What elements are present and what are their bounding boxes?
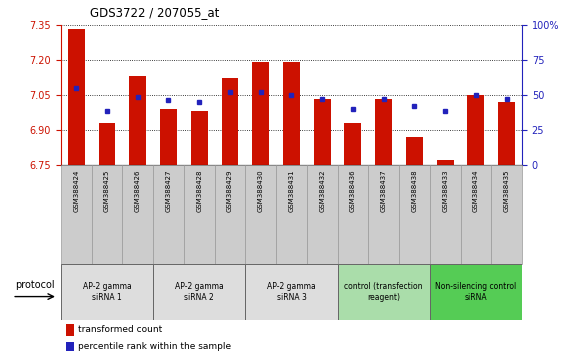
Bar (160, 109, 177, 165)
Bar (375, 99, 392, 165)
Text: GSM388425: GSM388425 (104, 170, 110, 212)
Text: GSM388435: GSM388435 (503, 170, 510, 212)
Text: GSM388437: GSM388437 (380, 170, 387, 212)
Bar (68, 29, 85, 165)
Text: GSM388434: GSM388434 (473, 170, 479, 212)
Text: percentile rank within the sample: percentile rank within the sample (78, 342, 231, 351)
Bar (245, 165, 276, 264)
Bar (245, 264, 338, 320)
Bar (314, 99, 331, 165)
Bar (122, 165, 153, 264)
Text: AP-2 gamma
siRNA 1: AP-2 gamma siRNA 1 (82, 282, 132, 302)
Bar (153, 165, 184, 264)
Text: Non-silencing control
siRNA: Non-silencing control siRNA (435, 282, 517, 302)
Bar (491, 165, 522, 264)
Bar (338, 165, 368, 264)
Text: GSM388432: GSM388432 (319, 170, 325, 212)
Text: GSM388436: GSM388436 (350, 170, 356, 212)
Bar (430, 264, 522, 320)
Bar (99, 123, 115, 165)
Bar (307, 165, 338, 264)
Text: GSM388424: GSM388424 (73, 170, 79, 212)
Bar (283, 62, 300, 165)
Bar (430, 165, 461, 264)
Text: GSM388429: GSM388429 (227, 170, 233, 212)
Text: GSM388438: GSM388438 (411, 170, 418, 212)
Text: GSM388426: GSM388426 (135, 170, 141, 212)
Bar (153, 264, 245, 320)
Bar (368, 165, 399, 264)
Bar (276, 165, 307, 264)
Text: AP-2 gamma
siRNA 3: AP-2 gamma siRNA 3 (267, 282, 316, 302)
Text: transformed count: transformed count (78, 325, 162, 334)
Text: GDS3722 / 207055_at: GDS3722 / 207055_at (90, 6, 219, 19)
Bar (399, 165, 430, 264)
Bar (92, 165, 122, 264)
Bar (498, 102, 515, 165)
Bar (184, 165, 215, 264)
Text: AP-2 gamma
siRNA 2: AP-2 gamma siRNA 2 (175, 282, 224, 302)
Text: GSM388427: GSM388427 (165, 170, 172, 212)
Bar (66, 342, 74, 351)
Bar (338, 264, 430, 320)
Bar (252, 62, 269, 165)
Bar (222, 78, 238, 165)
Bar (66, 324, 74, 336)
Bar (191, 111, 208, 165)
Bar (461, 165, 491, 264)
Text: GSM388433: GSM388433 (442, 170, 448, 212)
Bar (215, 165, 245, 264)
Text: protocol: protocol (15, 280, 55, 290)
Bar (61, 264, 153, 320)
Text: GSM388430: GSM388430 (258, 170, 264, 212)
Bar (129, 76, 146, 165)
Text: GSM388428: GSM388428 (196, 170, 202, 212)
Bar (345, 123, 361, 165)
Text: control (transfection
reagent): control (transfection reagent) (345, 282, 423, 302)
Bar (61, 165, 92, 264)
Bar (467, 95, 484, 165)
Text: GSM388431: GSM388431 (288, 170, 295, 212)
Bar (437, 160, 454, 165)
Bar (406, 137, 423, 165)
